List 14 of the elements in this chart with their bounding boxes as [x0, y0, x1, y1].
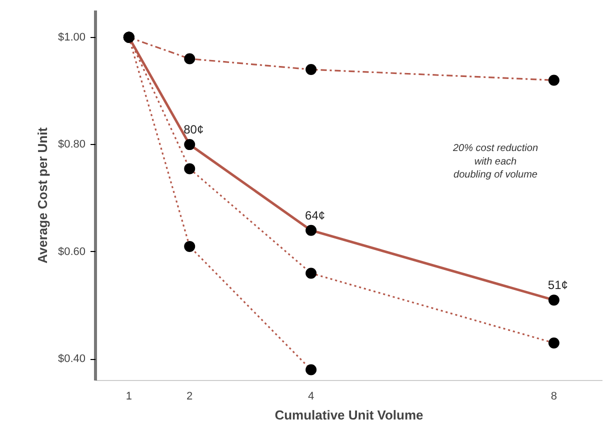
x-tick-label: 4: [308, 390, 314, 402]
y-tick-label: $0.60: [58, 246, 86, 258]
x-axis-title: Cumulative Unit Volume: [274, 408, 424, 422]
x-tick-label: 8: [550, 390, 557, 402]
x-tick-label: 1: [126, 390, 132, 402]
x-tick-label: 2: [186, 390, 193, 402]
annotation: 20% cost reduction with each doubling of volume: [452, 143, 538, 180]
y-tick-label: $0.80: [58, 138, 86, 151]
annotation: 80¢: [184, 122, 204, 137]
annotation: 64¢: [305, 208, 326, 222]
y-axis-title: Average Cost per Unit: [34, 126, 50, 264]
annotation: 51¢: [548, 278, 568, 292]
y-tick-label: $0.40: [58, 353, 86, 366]
y-tick-label: $1.00: [58, 31, 86, 44]
